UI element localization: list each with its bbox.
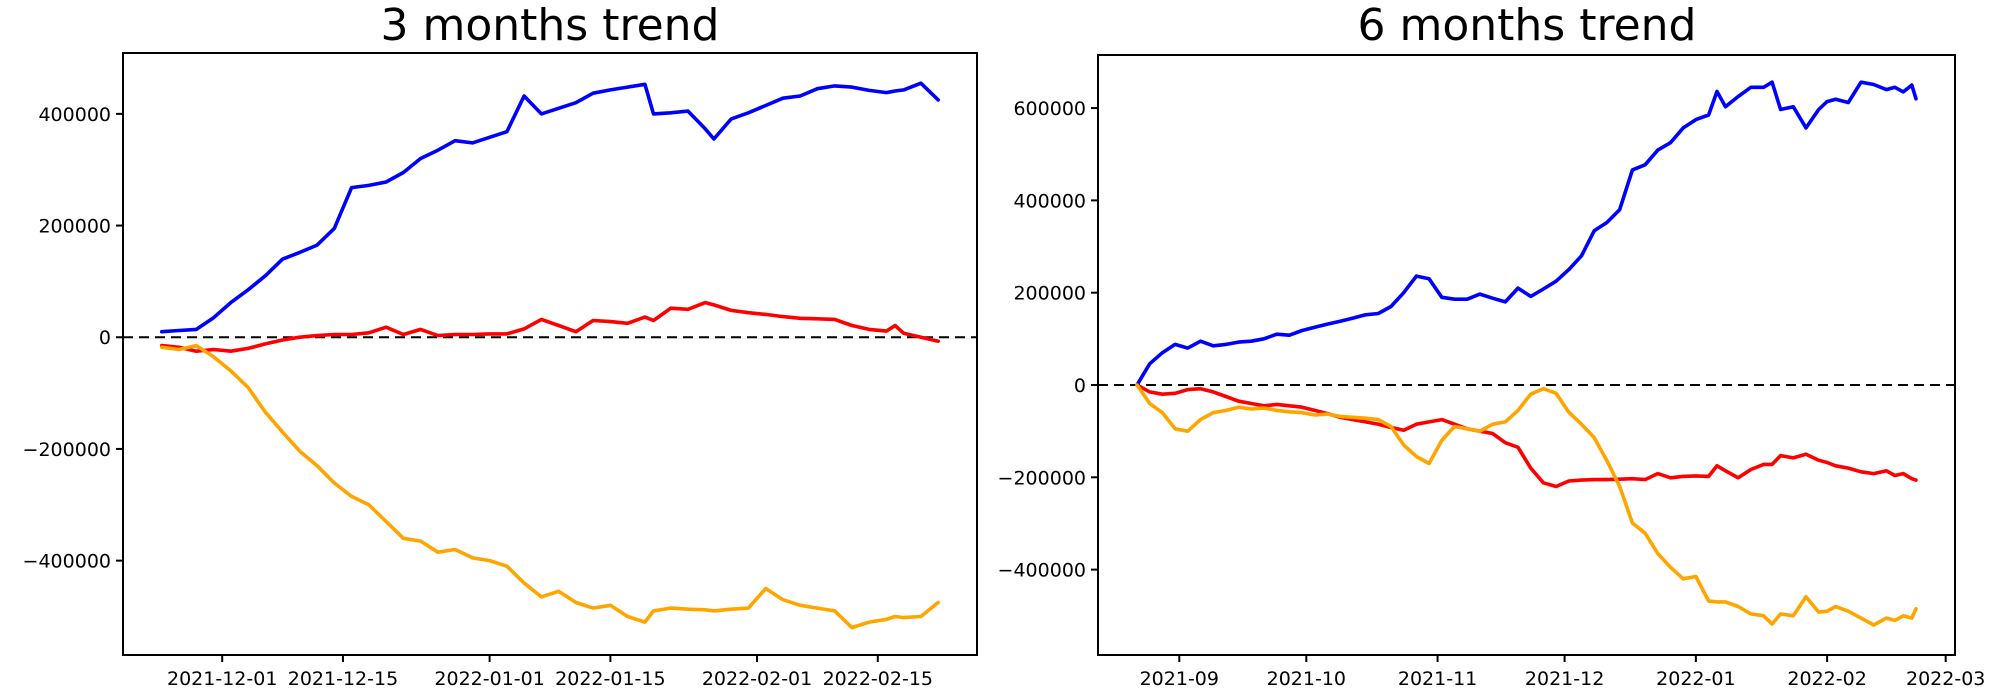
x-tick-label: 2021-09 [1140, 668, 1219, 690]
y-tick-label: 200000 [1013, 283, 1086, 305]
x-tick-label: 2022-01-15 [555, 668, 665, 690]
y-tick-label: −200000 [23, 439, 111, 461]
left-chart-plot-area: −400000 −200000 0 200000 400000 2021-12-01 202… [23, 52, 978, 690]
y-tick-label: 400000 [1013, 190, 1086, 212]
x-tick-label: 2022-03 [1906, 668, 1985, 690]
x-tick-label: 2021-12-15 [288, 668, 398, 690]
series-orange-line [1135, 383, 1918, 627]
x-tick-label: 2021-10 [1267, 668, 1346, 690]
x-tick-label: 2022-02-15 [823, 668, 933, 690]
x-tick-label: 2022-02-01 [702, 668, 812, 690]
y-tick-label: −400000 [998, 560, 1086, 582]
x-tick-label: 2022-01-01 [434, 668, 544, 690]
y-tick-label: 600000 [1013, 98, 1086, 120]
left-chart-title: 3 months trend [381, 0, 720, 51]
y-tick-label: 400000 [38, 104, 111, 126]
x-tick-label: 2021-12 [1525, 668, 1604, 690]
y-tick-label: −400000 [23, 551, 111, 573]
plot-background [1098, 55, 1955, 655]
right-chart-plot-area: −400000 −200000 0 200000 400000 600000 2021-09… [998, 54, 1985, 690]
x-tick-label: 2021-12-01 [167, 668, 277, 690]
axes-spines [1097, 54, 1956, 656]
y-tick-label: −200000 [998, 467, 1086, 489]
y-tick-label: 0 [1074, 375, 1086, 397]
series-red-line [160, 300, 941, 354]
right-chart-title: 6 months trend [1358, 0, 1697, 51]
x-tick-label: 2022-02 [1787, 668, 1866, 690]
x-tick-label: 2022-01 [1656, 668, 1735, 690]
axes-spines [122, 52, 978, 656]
series-blue-line [1135, 80, 1918, 387]
series-red-line [1135, 383, 1918, 489]
plot-background [123, 53, 977, 655]
y-tick-label: 200000 [38, 216, 111, 238]
series-orange-line [160, 343, 941, 630]
y-tick-label: 0 [99, 327, 111, 349]
series-blue-line [160, 81, 941, 334]
x-tick-label: 2021-11 [1398, 668, 1477, 690]
